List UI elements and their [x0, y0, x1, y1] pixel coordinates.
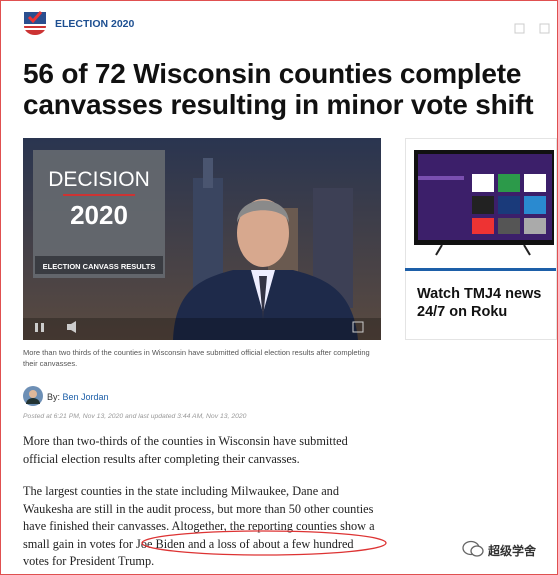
- sidebar-ad[interactable]: [405, 138, 557, 340]
- highlight-ellipse: [141, 530, 387, 556]
- author-avatar: [23, 386, 43, 406]
- byline-prefix: By:: [47, 392, 61, 402]
- author-link[interactable]: Ben Jordan: [62, 392, 109, 402]
- window-icons: [514, 23, 550, 34]
- posted-date: Posted at 6:21 PM, Nov 13, 2020 and last…: [23, 413, 247, 420]
- paragraph: More than two-thirds of the counties in …: [23, 434, 348, 466]
- video-banner: ELECTION CANVASS RESULTS: [43, 262, 156, 271]
- section-icon: [24, 11, 46, 35]
- video-caption: More than two thirds of the counties in …: [23, 348, 370, 368]
- watermark: 超级学舍: [488, 544, 537, 558]
- video-player[interactable]: DECISION 2020 ELECTION CANVASS RESULTS: [23, 138, 381, 340]
- video-title-2: 2020: [70, 200, 128, 230]
- headline: 56 of 72 Wisconsin counties complete can…: [23, 58, 534, 120]
- tv-image: [414, 150, 554, 256]
- ad-rule: [405, 268, 556, 271]
- byline: By: Ben Jordan: [47, 392, 109, 402]
- promo-text[interactable]: Watch TMJ4 news 24/7 on Roku: [417, 286, 542, 320]
- section-label[interactable]: ELECTION 2020: [55, 18, 135, 30]
- paragraph: The largest counties in the state includ…: [23, 484, 375, 568]
- video-title-1: DECISION: [48, 168, 150, 191]
- wechat-icon: [462, 540, 484, 557]
